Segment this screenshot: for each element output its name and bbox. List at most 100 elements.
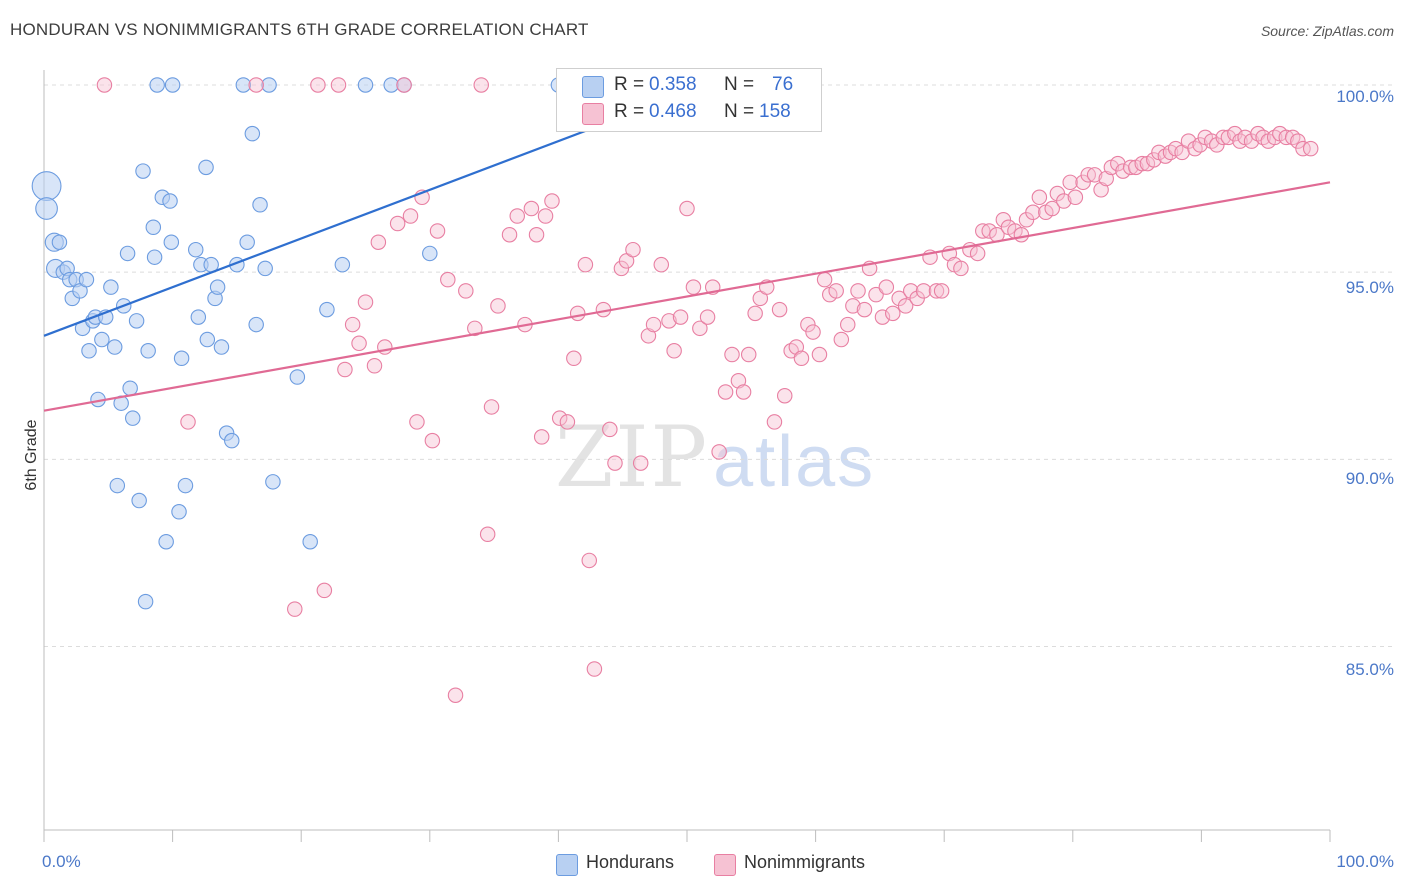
- legend-row-nonimmigrant: R = 0.468 N = 158: [557, 101, 821, 127]
- data-point-honduran: [109, 477, 126, 494]
- data-point-nonimmigrant: [180, 414, 196, 430]
- data-point-nonimmigrant: [1122, 159, 1139, 176]
- data-point-honduran: [31, 171, 62, 202]
- data-point-nonimmigrant: [467, 320, 483, 337]
- data-point-nonimmigrant: [856, 301, 873, 318]
- legend-swatch-nonimmigrant: [582, 103, 604, 125]
- data-point-nonimmigrant: [1086, 167, 1103, 183]
- y-tick-label-90: 90.0%: [1345, 469, 1394, 488]
- legend-swatch-honduran: [582, 76, 604, 98]
- data-point-nonimmigrant: [479, 526, 496, 542]
- data-point-nonimmigrant: [933, 283, 950, 299]
- data-point-honduran: [106, 339, 123, 355]
- data-point-nonimmigrant: [653, 256, 670, 273]
- data-point-nonimmigrant: [776, 387, 793, 404]
- data-point-honduran: [124, 410, 141, 426]
- data-point-nonimmigrant: [793, 350, 810, 367]
- bottom-legend-label-honduran: Hondurans: [586, 852, 675, 872]
- legend-n-value-nonimmigrant: 158: [759, 101, 791, 122]
- data-point-honduran: [357, 77, 374, 93]
- watermark-zip: ZIP: [555, 408, 710, 506]
- data-point-nonimmigrant: [1290, 133, 1306, 149]
- data-point-nonimmigrant: [409, 414, 425, 430]
- data-point-nonimmigrant: [370, 234, 387, 250]
- data-point-nonimmigrant: [586, 661, 603, 677]
- data-point-nonimmigrant: [577, 256, 594, 273]
- source-label: Source: ZipAtlas.com: [1260, 23, 1394, 39]
- bottom-legend-honduran: Hondurans: [556, 852, 675, 876]
- data-point-nonimmigrant: [473, 77, 489, 93]
- y-tick-label-85: 85.0%: [1345, 660, 1394, 679]
- legend-n-label: N =: [724, 101, 755, 122]
- data-point-honduran: [199, 331, 216, 348]
- data-point-nonimmigrant: [537, 208, 554, 224]
- data-point-honduran: [265, 474, 281, 490]
- chart-title: HONDURAN VS NONIMMIGRANTS 6TH GRADE CORR…: [10, 20, 589, 39]
- data-point-nonimmigrant: [528, 226, 545, 243]
- data-point-nonimmigrant: [805, 324, 821, 340]
- data-point-honduran: [209, 279, 226, 295]
- data-point-nonimmigrant: [533, 429, 550, 445]
- data-point-nonimmigrant: [885, 305, 901, 322]
- data-point-honduran: [35, 197, 58, 220]
- data-point-nonimmigrant: [1192, 137, 1208, 153]
- data-point-nonimmigrant: [501, 226, 518, 243]
- data-point-nonimmigrant: [1215, 129, 1232, 146]
- data-point-nonimmigrant: [897, 298, 914, 314]
- bottom-legend-label-nonimmigrant: Nonimmigrants: [744, 852, 866, 872]
- data-point-honduran: [334, 256, 351, 273]
- bottom-legend-nonimmigrant: Nonimmigrants: [714, 852, 866, 876]
- data-point-honduran: [103, 279, 119, 295]
- data-point-nonimmigrant: [1067, 189, 1084, 206]
- data-point-honduran: [177, 477, 194, 494]
- data-point-honduran: [171, 504, 187, 520]
- data-point-honduran: [257, 260, 273, 277]
- data-point-nonimmigrant: [747, 305, 763, 322]
- data-point-nonimmigrant: [490, 298, 506, 314]
- data-point-nonimmigrant: [928, 283, 945, 299]
- data-point-honduran: [140, 343, 156, 359]
- data-point-nonimmigrant: [483, 399, 500, 415]
- data-point-nonimmigrant: [1134, 155, 1150, 172]
- x-tick-label-0: 0.0%: [42, 852, 81, 871]
- data-point-honduran: [244, 125, 261, 142]
- data-point-honduran: [383, 77, 399, 93]
- data-point-nonimmigrant: [581, 552, 598, 569]
- data-point-nonimmigrant: [740, 346, 757, 363]
- data-point-nonimmigrant: [96, 77, 113, 93]
- data-point-nonimmigrant: [915, 283, 932, 299]
- data-point-honduran: [252, 197, 268, 213]
- data-point-honduran: [261, 77, 277, 93]
- data-point-honduran: [190, 309, 207, 325]
- data-point-nonimmigrant: [953, 260, 969, 277]
- data-point-nonimmigrant: [839, 316, 856, 333]
- data-point-nonimmigrant: [424, 432, 441, 449]
- data-point-honduran: [137, 593, 154, 610]
- data-point-nonimmigrant: [828, 283, 844, 299]
- data-point-nonimmigrant: [396, 77, 412, 93]
- data-point-nonimmigrant: [625, 241, 641, 258]
- data-point-honduran: [81, 343, 97, 359]
- data-point-nonimmigrant: [711, 444, 727, 460]
- data-point-honduran: [78, 271, 95, 288]
- data-point-honduran: [289, 369, 306, 385]
- data-point-nonimmigrant: [679, 200, 695, 217]
- trend-line-honduran: [43, 91, 688, 337]
- data-point-nonimmigrant: [811, 346, 828, 363]
- bottom-legend-swatch-nonimmigrant: [714, 854, 736, 876]
- data-point-nonimmigrant: [717, 384, 734, 400]
- data-point-nonimmigrant: [730, 372, 747, 389]
- data-point-nonimmigrant: [357, 294, 374, 310]
- data-point-nonimmigrant: [1044, 200, 1060, 217]
- data-point-nonimmigrant: [1098, 170, 1114, 187]
- data-point-honduran: [173, 350, 190, 367]
- x-tick-label-100: 100.0%: [1336, 852, 1394, 871]
- data-point-honduran: [128, 313, 145, 329]
- data-point-nonimmigrant: [509, 208, 525, 224]
- data-point-nonimmigrant: [602, 421, 618, 438]
- data-point-nonimmigrant: [440, 271, 456, 288]
- data-point-nonimmigrant: [351, 335, 367, 352]
- data-point-nonimmigrant: [788, 339, 805, 355]
- data-point-nonimmigrant: [735, 384, 752, 400]
- data-point-nonimmigrant: [613, 260, 630, 277]
